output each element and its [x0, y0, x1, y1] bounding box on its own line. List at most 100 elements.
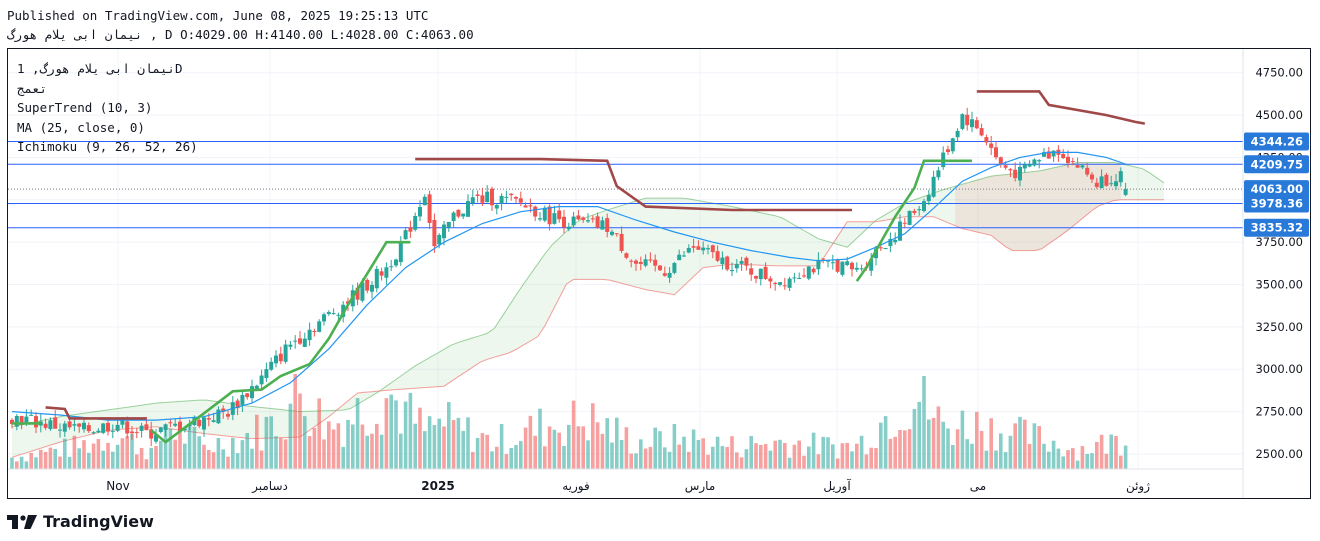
volume-bar	[629, 453, 633, 469]
candle-body	[278, 353, 283, 362]
candle-body	[197, 419, 202, 427]
candle-body	[730, 269, 734, 272]
volume-bar	[317, 398, 321, 469]
volume-bar	[427, 416, 432, 469]
legend-indicator-supertrend[interactable]: SuperTrend (10, 3)	[17, 100, 153, 115]
volume-bar	[773, 440, 777, 469]
volume-bar	[903, 430, 907, 469]
supertrend-down-line	[45, 406, 147, 420]
volume-bar	[360, 424, 365, 469]
volume-bar	[624, 427, 629, 469]
candle-body	[888, 238, 893, 247]
candle-body	[451, 212, 456, 222]
volume-bar	[615, 417, 619, 469]
symbol-ohlc-line: نیمان ابی یلام هورگ ‎, D O:4029.00 H:414…	[7, 27, 474, 42]
volume-bar	[528, 415, 533, 469]
legend-indicator-ichimoku[interactable]: Ichimoku (9, 26, 52, 26)	[17, 139, 198, 154]
legend-symbol[interactable]: نیمان ابی یلام هورگ, 1D	[17, 61, 183, 76]
candle-body	[1061, 154, 1066, 159]
volume-bar	[216, 437, 221, 469]
price-level-label: 3835.32	[1251, 221, 1303, 235]
volume-bar	[879, 422, 883, 469]
volume-bar	[1075, 460, 1080, 469]
candle-body	[744, 257, 749, 266]
volume-bar	[610, 442, 614, 469]
candle-body	[1109, 183, 1114, 185]
candle-body	[1114, 181, 1118, 187]
candle-body	[139, 425, 144, 431]
volume-bar	[831, 444, 835, 469]
volume-bar	[677, 444, 681, 469]
volume-bar	[331, 429, 336, 469]
candle-body	[470, 197, 475, 204]
candle-body	[312, 330, 317, 332]
candle-body	[667, 272, 672, 278]
x-tick-label: مارس	[685, 479, 716, 494]
candle-body	[778, 282, 782, 285]
candle-body	[1080, 165, 1085, 168]
volume-bar	[1032, 423, 1037, 469]
volume-bar	[840, 443, 845, 469]
volume-bar	[749, 436, 753, 469]
volume-bar	[125, 436, 129, 469]
candle-body	[490, 188, 494, 206]
candle-body	[950, 138, 955, 152]
candle-body	[1008, 169, 1013, 171]
volume-bar	[576, 426, 581, 469]
volume-bar	[120, 438, 125, 469]
candle-body	[379, 271, 384, 276]
candle-body	[317, 321, 322, 332]
candle-body	[682, 255, 686, 257]
legend-indicator-ma[interactable]: MA (25, close, 0)	[17, 119, 145, 135]
candle-body	[566, 226, 571, 230]
candle-body	[845, 261, 850, 265]
chart-frame[interactable]: 4750.004500.004250.004000.003750.003500.…	[7, 48, 1311, 499]
candle-body	[168, 422, 173, 424]
candle-body	[706, 248, 710, 250]
candle-body	[110, 430, 115, 432]
volume-bar	[207, 449, 211, 469]
volume-bar	[874, 448, 878, 469]
candle-body	[245, 393, 250, 398]
candle-body	[710, 245, 715, 253]
tradingview-footer: TradingView	[7, 512, 154, 531]
volume-bar	[15, 461, 19, 469]
x-tick-label: دسامبر	[251, 479, 288, 494]
candle-body	[394, 259, 398, 266]
volume-bar	[504, 454, 509, 469]
candle-body	[869, 259, 874, 271]
candle-body	[293, 340, 298, 342]
chart-canvas[interactable]: 4750.004500.004250.004000.003750.003500.…	[8, 49, 1310, 498]
candle-body	[898, 221, 902, 241]
candle-body	[1003, 165, 1008, 168]
candle-body	[254, 385, 259, 389]
candle-body	[586, 220, 590, 222]
candle-body	[595, 216, 600, 228]
volume-bar	[1090, 453, 1094, 469]
volume-bar	[586, 440, 590, 469]
volume-bar	[816, 454, 821, 469]
candle-body	[686, 247, 691, 253]
volume-bar	[562, 445, 566, 469]
volume-bar	[581, 426, 585, 469]
volume-bar	[701, 438, 705, 469]
volume-bar	[965, 439, 969, 469]
volume-bar	[509, 447, 513, 469]
volume-bar	[451, 420, 456, 469]
candle-body	[1118, 171, 1123, 183]
candle-body	[456, 209, 461, 217]
candle-body	[1070, 161, 1075, 163]
candle-body	[811, 268, 816, 273]
volume-bar	[24, 461, 29, 469]
candle-body	[648, 259, 653, 261]
volume-bar	[667, 451, 672, 469]
supertrend-down-line	[415, 157, 852, 212]
volume-bar	[1027, 443, 1032, 469]
candle-body	[912, 210, 917, 214]
volume-bar	[821, 436, 825, 469]
volume-bar	[754, 443, 758, 469]
volume-bar	[759, 444, 763, 469]
legend-exchange: تعمج	[17, 80, 48, 96]
price-level-badge	[1244, 218, 1309, 237]
candle-body	[907, 210, 912, 225]
